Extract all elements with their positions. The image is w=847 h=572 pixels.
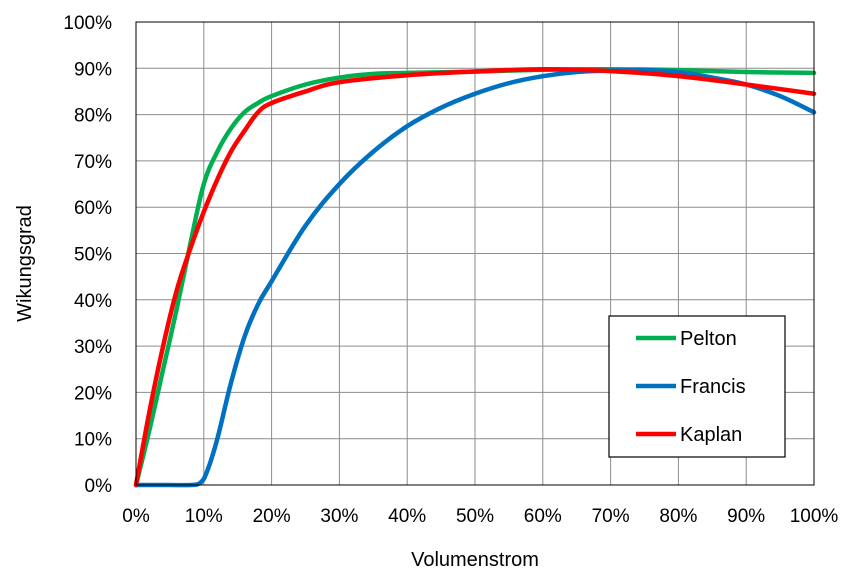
x-tick-label: 60% [524,506,562,527]
y-tick-label: 20% [74,383,112,404]
y-tick-label: 100% [63,13,112,34]
y-tick-labels: 0% 10% 20% 30% 40% 50% 60% 70% 80% 90% 100% [63,13,112,497]
x-tick-label: 90% [727,506,765,527]
x-tick-labels: 0% 10% 20% 30% 40% 50% 60% 70% 80% 90% 100% [122,506,838,527]
y-tick-label: 70% [74,152,112,173]
y-tick-label: 30% [74,337,112,358]
legend-label-pelton: Pelton [680,328,737,350]
plot-frame [135,21,815,486]
y-tick-label: 40% [74,291,112,312]
x-tick-label: 80% [659,506,697,527]
x-tick-label: 50% [456,506,494,527]
legend: Pelton Francis Kaplan [608,315,786,458]
x-axis-title: Volumenstrom [411,549,539,571]
x-tick-label: 70% [592,506,630,527]
y-tick-label: 50% [74,245,112,266]
series-line-kaplan [133,66,817,488]
legend-label-kaplan: Kaplan [680,424,742,446]
y-tick-label: 0% [85,476,113,497]
x-tick-label: 20% [253,506,291,527]
legend-label-francis: Francis [680,376,746,398]
x-tick-label: 30% [320,506,358,527]
x-tick-label: 40% [388,506,426,527]
y-axis-title: Wikungsgrad [14,205,36,322]
series-line-francis [133,67,817,488]
x-tick-label: 10% [185,506,223,527]
series-lines [133,66,817,488]
y-tick-label: 80% [74,106,112,127]
x-tick-label: 0% [122,506,150,527]
y-tick-label: 90% [74,59,112,80]
y-tick-label: 10% [74,430,112,451]
y-tick-label: 60% [74,198,112,219]
x-tick-label: 100% [790,506,839,527]
